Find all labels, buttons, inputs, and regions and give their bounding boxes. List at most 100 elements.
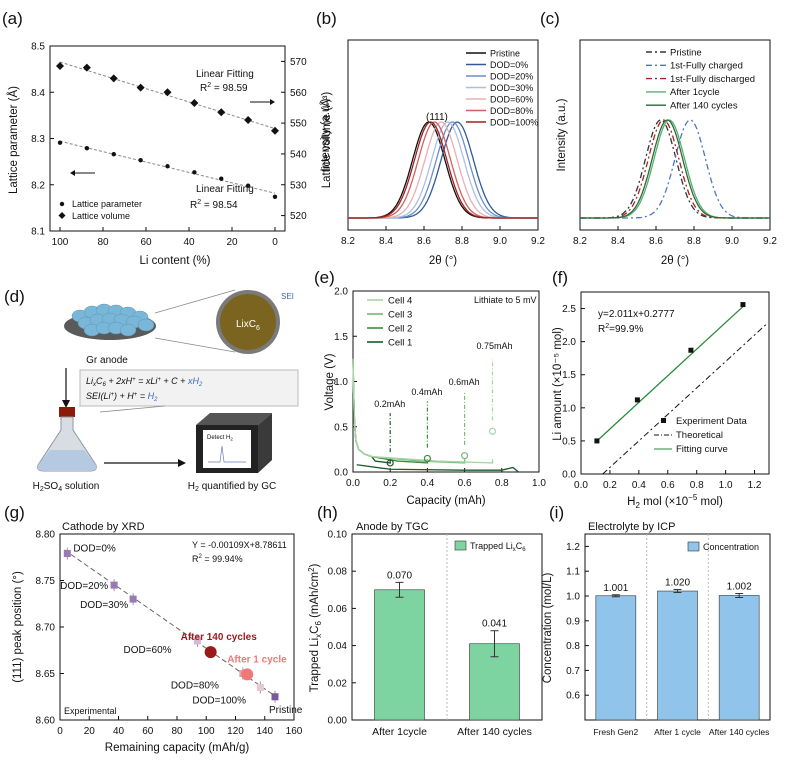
panel-e: Capacity (mAh) Voltage (V) Lithiate to 5… [324, 287, 546, 508]
point-label-g: DOD=20% [60, 581, 108, 592]
fit-r2-f: R2=99.9% [598, 323, 643, 335]
panel-label-e: (e) [314, 268, 335, 287]
fit-annotation-volume: Linear Fitting R2 = 98.59 [196, 69, 254, 94]
peak-curve-c [580, 119, 770, 219]
x-axis-title-a: Li content (%) [140, 255, 211, 267]
y-tick-label-i: 0.8 [566, 641, 580, 652]
legend-dot [59, 201, 65, 207]
y-tick-label-i: 1.2 [566, 542, 580, 553]
panel-label-c: (c) [540, 9, 560, 28]
xlabel-part: mol (×10 [640, 496, 688, 508]
legend-label: Lattice parameter [72, 199, 142, 209]
gr-anode-graphic [64, 303, 156, 340]
legend-label-c: 1st-Fully charged [670, 61, 743, 72]
capacity-point-e [461, 452, 469, 460]
gc-instrument: Detect H2 [196, 413, 272, 473]
xlabel-part: −5 [688, 493, 698, 502]
x-tick-label-b: 8.6 [417, 236, 431, 247]
data-point-volume [163, 88, 172, 97]
panel-label-d: (d) [4, 287, 25, 306]
data-point-volume [82, 63, 91, 72]
legend-label-f: Fitting curve [676, 444, 728, 455]
x-tick-label-g: 160 [286, 726, 303, 737]
legend-marker-f [661, 418, 666, 423]
data-point-volume [190, 99, 199, 108]
graphite-sphere [119, 323, 137, 337]
x-tick-label-g: 140 [256, 726, 273, 737]
particle-label: LixC6 [236, 319, 260, 332]
bar-i [657, 590, 698, 721]
gc-label: H2 quantified by GC [188, 481, 276, 493]
y-tick-right-label-a: 530 [290, 180, 307, 191]
y-tick-label-h: 0.02 [328, 678, 348, 689]
y-tick-label-f: 1.5 [562, 370, 576, 381]
legend-label-c: 1st-Fully discharged [670, 74, 755, 85]
data-point-volume [244, 116, 253, 124]
capacity-point-e [488, 427, 497, 435]
y-tick-label-i: 1.1 [566, 567, 580, 578]
x-tick-label-c: 8.4 [611, 236, 625, 247]
peak-curve-c [580, 119, 770, 219]
x-tick-label-e: 0.4 [420, 478, 434, 489]
legend-swatch-i [687, 541, 700, 552]
y-tick-label-i: 0.9 [566, 616, 580, 627]
panel-c: 2θ (°) Intensity (a.u.) 8.2 8.4 8.6 8.8 9.0 9… [556, 39, 777, 267]
x-tick-label-f: 1.0 [719, 480, 733, 491]
arrow-right-head [270, 99, 275, 105]
x-tick-label-f: 0.0 [574, 480, 588, 491]
reaction-box [79, 369, 299, 407]
x-tick-label-b: 9.2 [531, 236, 545, 247]
x-tick-label-g: 80 [171, 726, 183, 737]
data-point-g [129, 595, 137, 603]
fit-value: = 98.59 [211, 83, 248, 94]
x-tick-label-a: 0 [272, 237, 278, 248]
data-point-f [740, 302, 746, 308]
data-point-parameter [272, 194, 278, 199]
legend-label-b: DOD=60% [490, 94, 533, 104]
point-label-g: DOD=60% [123, 645, 171, 656]
panel-h: Trapped LixC6 (mAh/cm2) Anode by TGC Tra… [307, 521, 543, 738]
x-tick-label-b: 8.4 [379, 236, 393, 247]
data-point-g [271, 693, 279, 701]
zoom-line [154, 289, 236, 314]
data-point-parameter [219, 176, 224, 181]
panel-label-g: (g) [4, 503, 25, 522]
flask-graphic [37, 407, 97, 472]
zoom-line [154, 337, 236, 353]
gc-screen-text: Detect H2 [207, 435, 233, 442]
x-tick-label-c: 8.2 [573, 236, 587, 247]
y-tick-label-e: 0.5 [334, 422, 348, 433]
fit-equation-g: Y = -0.00109X+8.78611 [192, 540, 287, 550]
y-tick-label-e: 1.5 [334, 332, 348, 343]
data-point-volume [136, 83, 145, 92]
y-tick-right-label-a: 550 [290, 119, 307, 130]
y-tick-label-h: 0.08 [328, 567, 348, 578]
x-tick-label-a: 20 [226, 237, 238, 248]
fit-label: Linear Fitting [196, 184, 254, 195]
x-tick-label-g: 120 [227, 726, 244, 737]
arrow-left-head [70, 170, 75, 176]
legend-label-i: Concentration [703, 542, 759, 552]
panel-label-h: (h) [317, 503, 338, 522]
y-axis-title-g: (111) peak position (°) [12, 571, 24, 683]
peak-curve-b [348, 121, 538, 219]
y-tick-label-h: 0.00 [328, 716, 348, 727]
lixc6-particle [220, 294, 276, 350]
panel-a: Li content (%) Lattice parameter (Å) Lat… [7, 42, 333, 268]
xlabel-part: H [627, 496, 635, 508]
y-tick-label-f: 0.0 [562, 470, 576, 481]
x-tick-label-f: 0.4 [632, 480, 646, 491]
legend-label-f: Experiment Data [676, 416, 747, 427]
data-point-parameter [192, 170, 197, 175]
lithiation-curve-e [356, 464, 519, 473]
y-tick-label-g: 8.75 [36, 576, 56, 587]
y-tick-label-a: 8.3 [31, 134, 45, 145]
data-point-parameter [245, 183, 251, 188]
legend-label-b: DOD=100% [490, 117, 538, 127]
capacity-label-e: 0.2mAh [374, 399, 405, 409]
y-tick-label-f: 2.5 [562, 304, 576, 315]
x-tick-label-f: 0.2 [603, 480, 617, 491]
gc-top [196, 413, 272, 425]
plot-frame-e [352, 290, 540, 473]
